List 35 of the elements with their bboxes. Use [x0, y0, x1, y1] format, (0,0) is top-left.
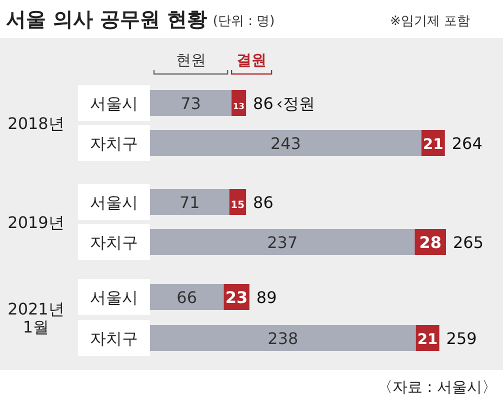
series-label: 현원: [176, 51, 206, 69]
data-label: 237: [267, 233, 298, 252]
y-tick-label: 서울시: [90, 94, 138, 113]
data-label: 21: [422, 136, 444, 153]
data-label: 71: [179, 193, 200, 212]
data-label: 66: [176, 288, 198, 307]
text: ※임기제 포함: [390, 14, 470, 29]
y-tick-label: 자치구: [90, 134, 138, 153]
y-tick-label: 서울시: [90, 193, 138, 212]
total-label: 264: [452, 134, 482, 153]
data-label: 23: [225, 288, 248, 307]
text: (단위 : 명): [212, 14, 275, 29]
legend: 현원 결원: [153, 51, 272, 75]
series-label: 결원: [236, 51, 267, 69]
text: 2021년 1월: [8, 300, 64, 336]
y-tick-label: 서울시: [90, 288, 138, 307]
data-label: 15: [230, 200, 245, 211]
data-label: 13: [233, 101, 245, 111]
text: 2019년: [8, 213, 64, 232]
data-label: 21: [417, 331, 438, 348]
data-label: 238: [268, 329, 298, 348]
data-label: 243: [270, 134, 301, 153]
annotation: ‹정원: [276, 94, 315, 113]
y-tick-label: 자치구: [90, 329, 138, 348]
data-label: 28: [419, 233, 442, 252]
total-label: 86: [253, 94, 274, 113]
total-label: 86: [253, 193, 274, 212]
total-label: 265: [453, 233, 484, 252]
total-label: 89: [256, 288, 277, 307]
text: 〈자료 : 서울시〉: [377, 378, 497, 396]
y-tick-label: 자치구: [90, 233, 138, 252]
chart-title: 서울 의사 공무원 현황: [6, 7, 207, 31]
data-label: 73: [180, 94, 201, 113]
total-label: 259: [446, 329, 477, 348]
text: 2018년: [8, 114, 64, 133]
